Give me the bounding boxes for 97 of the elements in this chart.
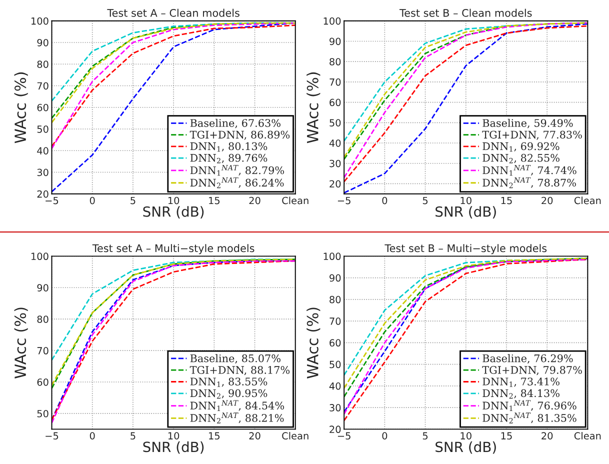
x-tick-label: 0 [90, 432, 95, 440]
y-tick-label: 60 [330, 98, 341, 106]
y-tick-label: 30 [330, 404, 341, 412]
y-tick-label: 80 [330, 296, 341, 304]
legend-label: DNN$_{2}$$^{NAT}$, 78.87% [482, 177, 576, 188]
x-tick-label: 20 [542, 196, 553, 204]
y-tick-label: 90 [37, 284, 48, 292]
chart-title: Test set A – Clean models [107, 8, 240, 17]
legend-label: DNN$_{1}$, 69.92% [482, 142, 560, 152]
x-tick-label: 15 [209, 196, 220, 204]
x-tick-label: −5 [46, 432, 58, 440]
y-tick-label: 80 [37, 60, 48, 68]
x-tick-label: 0 [90, 196, 95, 204]
legend-label: DNN$_{1}$$^{NAT}$, 74.74% [482, 164, 576, 176]
y-tick-label: 40 [329, 382, 341, 390]
y-tick-label: 30 [37, 168, 48, 176]
legend-label: DNN$_{2}$, 89.76% [190, 154, 268, 164]
y-tick-label: 50 [37, 410, 48, 418]
x-tick-label: 5 [130, 432, 136, 440]
legend-label: TGI+DNN, 88.17% [190, 366, 290, 376]
chart-title: Test set B – Clean models [399, 8, 532, 17]
x-tick-label: 0 [382, 196, 388, 204]
x-tick-label: −5 [46, 196, 58, 204]
y-tick-label: 100 [324, 17, 341, 25]
y-tick-label: 100 [32, 252, 48, 260]
legend-label: DNN$_{1}$$^{NAT}$, 76.96% [482, 400, 576, 411]
y-axis-title: WAcc (%) [14, 72, 28, 144]
x-tick-label: 10 [460, 432, 472, 440]
y-tick-label: 100 [324, 252, 341, 260]
legend-label: DNN$_{1}$, 80.13% [190, 142, 268, 152]
legend-label: TGI+DNN, 86.89% [190, 130, 290, 140]
x-tick-label: −5 [338, 432, 350, 440]
x-tick-label: 10 [460, 196, 472, 204]
legend-label: DNN$_{1}$, 83.55% [190, 378, 268, 387]
y-tick-label: 30 [330, 160, 341, 168]
x-tick-label: Clean [574, 432, 601, 440]
x-tick-label: 10 [168, 196, 180, 204]
x-tick-label: Clean [282, 432, 308, 440]
legend-label: TGI+DNN, 79.87% [482, 366, 582, 376]
y-tick-label: 70 [37, 347, 48, 354]
legend-label: TGI+DNN, 77.83% [482, 130, 582, 140]
legend-label: DNN$_{2}$, 84.13% [482, 389, 560, 399]
y-tick-label: 60 [37, 104, 48, 112]
y-tick-label: 40 [329, 139, 341, 147]
y-tick-label: 90 [330, 38, 341, 46]
x-tick-label: 15 [209, 432, 220, 440]
legend-label: Baseline, 59.49% [482, 118, 573, 128]
y-tick-label: 100 [32, 17, 48, 25]
y-tick-label: 90 [37, 38, 48, 46]
y-tick-label: 50 [330, 119, 341, 126]
y-tick-label: 60 [330, 339, 341, 347]
x-tick-label: 0 [382, 432, 388, 440]
chart-title: Test set A – Multi−style models [92, 244, 254, 254]
legend-label: Baseline, 85.07% [190, 354, 280, 364]
chart-title: Test set B – Multi−style models [384, 244, 547, 254]
y-tick-label: 20 [330, 426, 341, 434]
legend-label: DNN$_{1}$$^{NAT}$, 84.54% [190, 400, 284, 411]
y-axis-title: WAcc (%) [306, 308, 320, 378]
legend-label: DNN$_{1}$, 73.41% [482, 378, 560, 387]
legend-label: Baseline, 67.63% [190, 118, 280, 128]
y-tick-label: 60 [37, 378, 48, 386]
y-tick-label: 20 [37, 190, 48, 198]
y-tick-label: 70 [330, 78, 341, 86]
y-tick-label: 70 [37, 82, 48, 90]
legend-label: Baseline, 76.29% [482, 354, 573, 364]
x-tick-label: Clean [282, 196, 308, 204]
x-axis-title: SNR (dB) [436, 206, 496, 218]
y-axis-title: WAcc (%) [306, 72, 320, 144]
y-tick-label: 40 [37, 147, 48, 154]
legend-label: DNN$_{1}$$^{NAT}$, 82.79% [190, 164, 284, 176]
y-tick-label: 50 [37, 125, 48, 133]
y-tick-label: 50 [330, 360, 341, 368]
y-tick-label: 20 [330, 180, 341, 188]
x-tick-label: 15 [501, 432, 512, 440]
y-tick-label: 90 [330, 274, 341, 282]
y-tick-label: 80 [330, 58, 341, 66]
x-tick-label: −5 [338, 196, 350, 204]
x-tick-label: 15 [501, 196, 512, 204]
legend-label: DNN$_{2}$, 90.95% [190, 389, 268, 399]
x-axis-title: SNR (dB) [143, 206, 204, 218]
legend-label: DNN$_{2}$$^{NAT}$, 86.24% [190, 177, 284, 188]
legend-label: DNN$_{2}$, 82.55% [482, 154, 560, 164]
x-tick-label: 20 [542, 432, 553, 440]
x-tick-label: 5 [130, 196, 136, 204]
x-tick-label: Clean [574, 196, 601, 204]
x-tick-label: 5 [422, 196, 428, 204]
legend-label: DNN$_{2}$$^{NAT}$, 81.35% [482, 412, 576, 424]
legend-label: DNN$_{2}$$^{NAT}$, 88.21% [190, 412, 284, 424]
x-tick-label: 5 [422, 432, 428, 440]
x-axis-title: SNR (dB) [143, 441, 204, 454]
x-tick-label: 10 [168, 432, 180, 440]
x-tick-label: 20 [249, 432, 260, 440]
x-axis-title: SNR (dB) [436, 441, 496, 454]
y-tick-label: 70 [330, 318, 341, 325]
y-axis-title: WAcc (%) [14, 308, 28, 378]
y-tick-label: 80 [37, 316, 48, 323]
x-tick-label: 20 [249, 196, 260, 204]
